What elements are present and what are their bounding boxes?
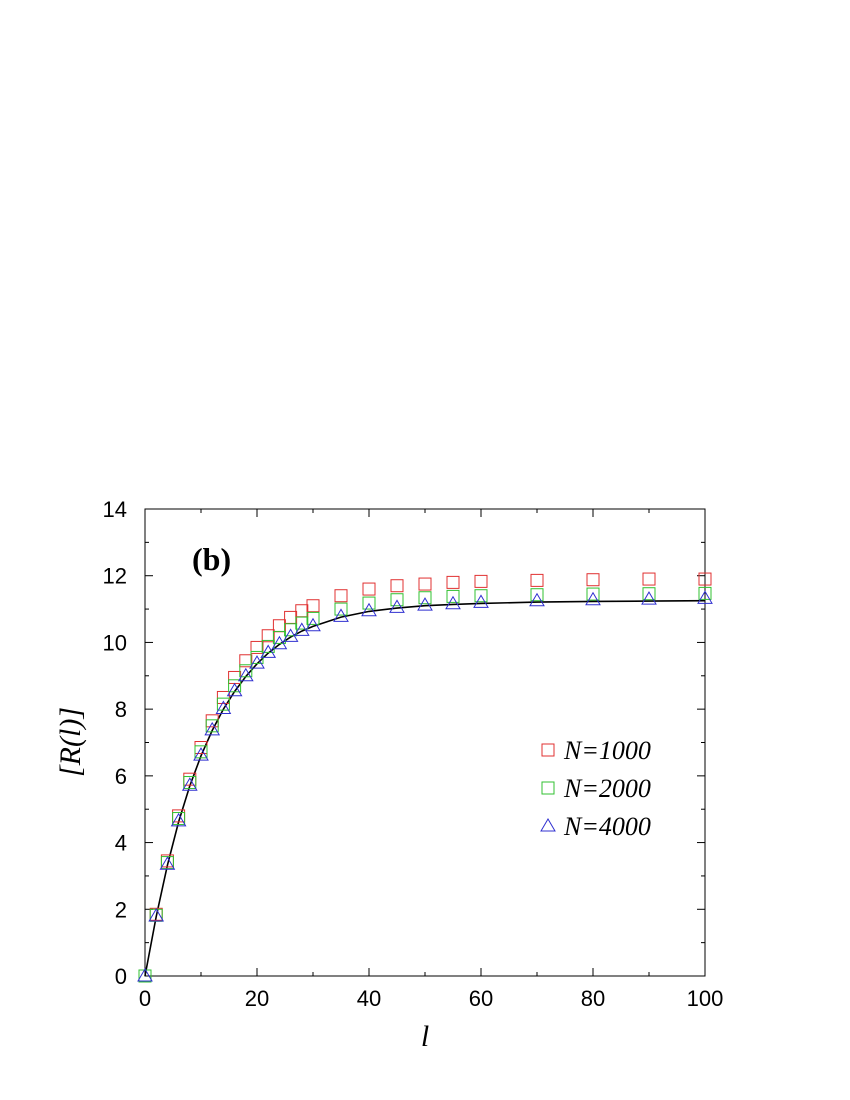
data-point [272,619,286,633]
x-tick-label: 20 [245,986,269,1011]
x-tick-label: 60 [469,986,493,1011]
data-point [295,604,309,618]
series-n-1000 [138,572,712,983]
data-point [172,812,186,826]
data-point [282,628,299,642]
data-point [261,629,275,643]
data-point [530,588,544,602]
data-point [295,616,309,630]
data-point [334,589,348,603]
x-tick-label: 100 [687,986,724,1011]
data-point [170,812,187,827]
panel-label: (b) [192,541,231,577]
data-point [284,610,298,624]
data-point [216,690,230,704]
data-point [642,572,656,586]
data-point [585,591,601,606]
data-point [474,574,488,588]
data-point [390,579,404,593]
data-point [697,590,713,604]
y-tick-label: 10 [103,630,127,655]
data-markers [137,572,713,983]
y-tick-label: 12 [103,564,127,589]
data-point [193,747,209,761]
legend-marker [541,743,555,757]
data-point [137,968,153,982]
data-point [239,664,253,678]
data-point [530,573,544,587]
data-point [204,721,221,736]
data-point [586,587,600,601]
data-point [698,572,712,586]
legend-marker [540,818,556,832]
data-point [215,700,232,714]
data-point [159,856,176,870]
axis-ticks [144,508,706,977]
y-tick-label: 2 [115,897,127,922]
data-point [148,907,165,922]
data-point [183,776,197,790]
data-point [138,969,152,983]
data-point [239,654,253,668]
data-point [698,586,712,600]
data-point [306,611,320,625]
data-point [641,591,657,605]
data-point [389,599,405,613]
data-point [390,593,404,607]
x-axis-label: l [421,1020,429,1053]
legend-entry: N=1000 [563,736,651,765]
data-point [361,602,377,617]
data-point [249,655,265,669]
data-point [305,617,321,632]
data-point [226,682,243,697]
data-point [418,591,432,605]
legend-marker [541,781,555,795]
y-axis-label: [R(l)] [54,707,87,777]
x-tick-label: 40 [357,986,381,1011]
legend-entry: N=2000 [563,774,651,803]
legend-entry: N=4000 [563,812,651,841]
data-point [362,596,376,610]
data-point [417,597,433,611]
data-point [271,635,288,650]
data-point [216,697,230,711]
y-tick-label: 8 [115,697,127,722]
legend: N=1000 N=2000 N=4000 [540,736,651,841]
series-n-2000 [138,586,712,983]
data-point [642,587,656,601]
data-point [333,608,349,622]
x-tick-label: 0 [139,986,151,1011]
y-tick-label: 4 [115,831,127,856]
data-point [529,592,545,607]
data-point [418,577,432,591]
y-tick-label: 6 [115,764,127,789]
data-point [474,589,488,603]
data-point [293,622,310,636]
data-point [205,719,219,733]
data-point [228,670,242,684]
data-point [194,745,208,759]
x-tick-label: 80 [581,986,605,1011]
data-point [445,595,461,610]
data-point [237,667,254,682]
data-point [473,594,489,608]
data-point [284,623,298,637]
data-point [181,777,198,791]
data-point [250,640,264,654]
data-point [228,679,242,693]
data-point [260,644,277,658]
axis-tick-labels: 0 20 40 60 80 100 0 2 4 6 8 10 12 14 [103,497,724,1011]
series-n-4000 [137,590,713,982]
data-point [362,582,376,596]
data-point [586,573,600,587]
data-point [446,575,460,589]
data-point [446,589,460,603]
y-tick-label: 14 [103,497,127,522]
data-point [306,599,320,613]
data-point [334,602,348,616]
y-tick-label: 0 [115,964,127,989]
